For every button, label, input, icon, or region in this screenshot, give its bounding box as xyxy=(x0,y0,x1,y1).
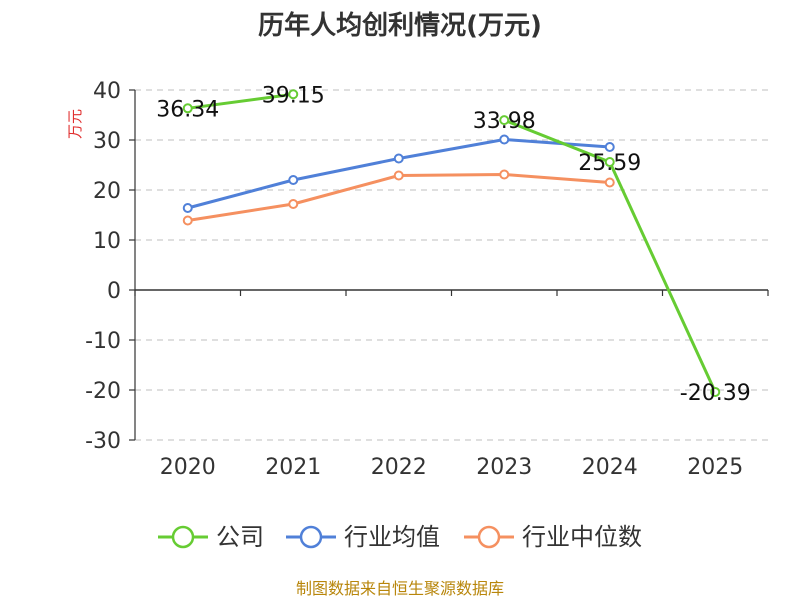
data-point xyxy=(499,169,510,180)
data-label: 33.98 xyxy=(473,109,536,134)
data-point xyxy=(710,386,721,397)
data-point xyxy=(604,157,615,168)
data-labels: 36.34 39.15 33.98 25.59 -20.39 xyxy=(156,83,750,406)
data-point xyxy=(499,134,510,145)
legend-marker xyxy=(477,525,501,549)
legend: 公司 行业均值 行业中位数 xyxy=(158,523,642,551)
data-point xyxy=(604,177,615,188)
data-point xyxy=(182,103,193,114)
data-point xyxy=(288,199,299,209)
data-point xyxy=(288,89,299,100)
data-point xyxy=(182,215,193,226)
data-point xyxy=(604,142,615,152)
data-point xyxy=(182,203,193,213)
y-tick-label: 20 xyxy=(93,179,121,204)
source-note: 制图数据来自恒生聚源数据库 xyxy=(296,579,504,598)
y-tick-label: 40 xyxy=(93,79,121,104)
x-tick-label: 2025 xyxy=(687,455,743,480)
data-label: -20.39 xyxy=(680,381,751,406)
data-point xyxy=(393,153,404,164)
data-label: 25.59 xyxy=(578,151,641,176)
x-tick-label: 2020 xyxy=(160,455,216,480)
x-tick-label: 2023 xyxy=(476,455,532,480)
x-tick-label: 2024 xyxy=(582,455,638,480)
y-tick-label: -20 xyxy=(85,379,121,404)
y-tick-label: 30 xyxy=(93,129,121,154)
legend-marker xyxy=(299,525,323,549)
data-point xyxy=(288,175,299,185)
y-tick-label: -30 xyxy=(85,429,121,454)
data-label: 39.15 xyxy=(262,83,325,108)
data-point xyxy=(499,115,510,126)
series-lines xyxy=(182,89,721,397)
y-axis-unit-label: 万元 xyxy=(66,109,84,139)
y-tick-label: 0 xyxy=(107,279,121,304)
series-line xyxy=(187,173,610,222)
legend-label: 行业中位数 xyxy=(522,523,642,551)
legend-label: 行业均值 xyxy=(344,523,440,551)
legend-label: 公司 xyxy=(216,523,264,551)
legend-item: 行业均值 xyxy=(286,523,440,551)
gridlines xyxy=(135,89,768,441)
legend-marker xyxy=(171,525,195,549)
legend-item: 行业中位数 xyxy=(464,523,642,551)
data-label: 36.34 xyxy=(156,97,219,122)
x-tick-label: 2021 xyxy=(265,455,321,480)
data-point xyxy=(393,170,404,181)
y-tick-label: 10 xyxy=(93,229,121,254)
series-line xyxy=(187,92,294,110)
chart-title: 历年人均创利情况(万元) xyxy=(258,10,542,41)
axes: 40 30 20 10 0 -10 -20 -30 2020 2021 2022 2023 2024 20… xyxy=(85,79,769,480)
y-tick-label: -10 xyxy=(85,329,121,354)
x-tick-label: 2022 xyxy=(371,455,427,480)
legend-item: 公司 xyxy=(158,523,264,551)
